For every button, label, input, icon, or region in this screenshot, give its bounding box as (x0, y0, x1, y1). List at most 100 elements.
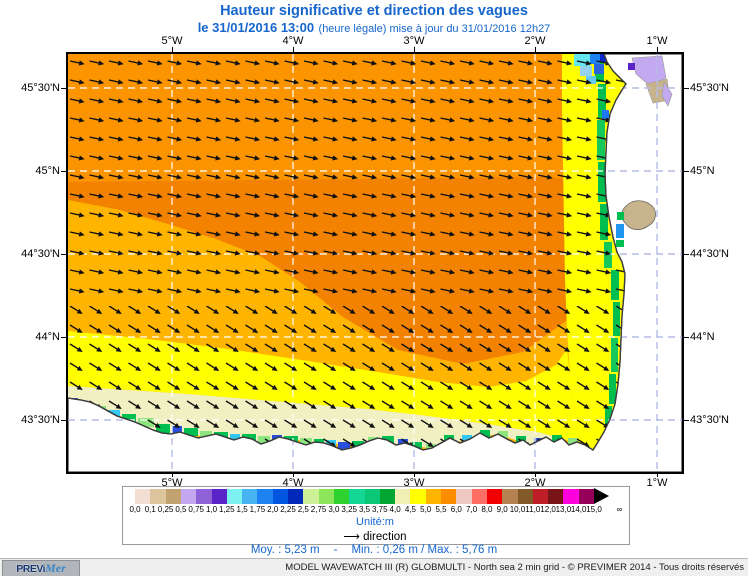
lat-tick-right (684, 337, 689, 338)
legend-segment (180, 489, 197, 504)
legend-segment (379, 489, 396, 504)
legend-segment (211, 489, 228, 504)
lon-label-top: 4°W (282, 35, 304, 47)
legend-tick-label: 5,0 (420, 505, 432, 514)
lon-tick-bottom (293, 472, 294, 477)
legend-segment (410, 489, 427, 504)
legend-segment (456, 489, 473, 504)
legend-segment (563, 489, 580, 504)
subtitle-update-info: (heure légale) mise à jour du 31/01/2016… (318, 23, 551, 35)
legend-tick-label: 9,0 (496, 505, 508, 514)
lon-tick-top (535, 47, 536, 52)
lat-label-right: 45°N (690, 165, 715, 177)
lon-tick-bottom (535, 472, 536, 477)
legend-segment (257, 489, 274, 504)
legend-tick-label: 0,1 (144, 505, 156, 514)
legend-tick-label: ∞ (616, 505, 623, 514)
legend-tick-label: 3,0 (328, 505, 340, 514)
map-canvas (67, 53, 683, 473)
lat-label-left: 44°30'N (21, 248, 60, 260)
lat-label-right: 45°30'N (690, 82, 729, 94)
footer-bar: PREViMer MODEL WAVEWATCH III (R) GLOBMUL… (0, 558, 748, 576)
legend-segment (242, 489, 258, 504)
legend-segment (471, 489, 488, 504)
legend-segment (135, 489, 151, 504)
lat-tick-left (61, 337, 66, 338)
legend-tick-label: 7,0 (466, 505, 478, 514)
legend-segment (548, 489, 564, 504)
logo-mer-text: Mer (45, 561, 66, 575)
legend-segment (578, 489, 595, 504)
legend-tick-label: 14,0 (570, 505, 587, 514)
legend-segment (441, 489, 457, 504)
legend-tick-label: 3,5 (358, 505, 371, 514)
lat-tick-left (61, 420, 66, 421)
lon-label-top: 2°W (524, 35, 546, 47)
legend-tick-label: 0,0 (129, 505, 141, 514)
legend-segment (517, 489, 534, 504)
legend-tick-label: 1,0 (205, 505, 218, 514)
legend-segment (165, 489, 182, 504)
lon-label-bottom: 2°W (524, 477, 546, 489)
wave-direction-arrow-field (68, 54, 626, 450)
legend-tick-label: 11,0 (525, 505, 541, 514)
legend-tick-label: 1,5 (236, 505, 248, 514)
legend-tick-label: 10,0 (509, 505, 526, 514)
legend-tick-label: 0,75 (188, 505, 204, 514)
lon-label-bottom: 4°W (282, 477, 304, 489)
legend-tick-label: 1,25 (219, 505, 235, 514)
lon-tick-top (172, 47, 173, 52)
lat-tick-right (684, 88, 689, 89)
arcachon-lagoon (616, 200, 656, 247)
legend-tick-label: 3,75 (372, 505, 388, 514)
model-credit-text: MODEL WAVEWATCH III (R) GLOBMULTI - Nort… (285, 562, 744, 573)
legend-tick-label: 2,0 (267, 505, 279, 514)
lon-label-bottom: 5°W (161, 477, 183, 489)
legend-tick-label: 4,0 (389, 505, 401, 514)
legend-arrow-tip (594, 488, 609, 504)
previmer-logo: PREViMer (2, 560, 80, 576)
lat-tick-left (61, 88, 66, 89)
lat-label-left: 45°N (35, 165, 60, 177)
lat-label-right: 43°30'N (690, 414, 729, 426)
direction-arrow-icon: ⟶ (343, 531, 360, 543)
legend-segment (364, 489, 381, 504)
page-title: Hauteur significative et direction des v… (220, 3, 528, 19)
lon-label-top: 1°W (646, 35, 668, 47)
legend-tick-label: 0,25 (157, 505, 174, 514)
lon-tick-bottom (657, 472, 658, 477)
legend-tick-label: 4,5 (404, 505, 416, 514)
legend-tick-label: 8,0 (481, 505, 493, 514)
legend-segment (532, 489, 549, 504)
subtitle-datetime: le 31/01/2016 13:00 (197, 20, 315, 35)
legend-segment (226, 489, 243, 504)
stat-minmax: Min. : 0,26 m / Max. : 5,76 m (351, 544, 498, 556)
legend-segment (502, 489, 518, 504)
lon-label-top: 3°W (403, 35, 425, 47)
lon-tick-top (657, 47, 658, 52)
legend-tick-label: 5,5 (435, 505, 447, 514)
legend-segment (425, 489, 442, 504)
lat-tick-right (684, 420, 689, 421)
lat-tick-left (61, 171, 66, 172)
lon-tick-top (414, 47, 415, 52)
logo-previ-text: PREVi (16, 563, 46, 575)
legend-segment (303, 489, 320, 504)
lat-tick-right (684, 171, 689, 172)
legend-tick-label: 3,25 (341, 505, 357, 514)
legend-tick-label: 2,25 (280, 505, 296, 514)
legend-segment (349, 489, 365, 504)
legend-tick-label: 6,0 (450, 505, 462, 514)
stat-separator: - (333, 544, 338, 556)
legend-tick-label: 13,0 (555, 505, 572, 514)
lat-tick-right (684, 254, 689, 255)
subtitle: le 31/01/2016 13:00 (heure légale) mise … (0, 19, 748, 37)
wave-stats: Moy. : 5,23 m - Min. : 0,26 m / Max. : 5,7… (0, 544, 748, 556)
lat-tick-left (61, 254, 66, 255)
legend-tick-label: 15,0 (586, 505, 602, 514)
lat-label-right: 44°N (690, 331, 715, 343)
lon-label-top: 5°W (161, 35, 183, 47)
lat-label-right: 44°30'N (690, 248, 729, 260)
lon-label-bottom: 3°W (403, 477, 425, 489)
legend-segment (333, 489, 350, 504)
